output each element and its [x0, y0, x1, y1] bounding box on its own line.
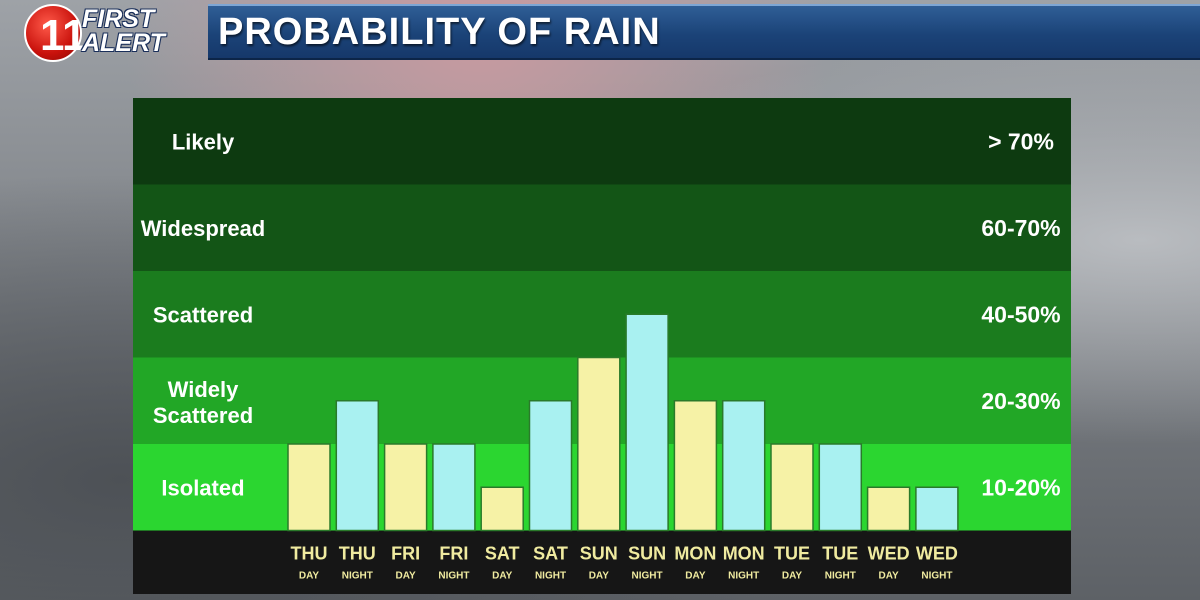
tick-period-sun-day: DAY: [589, 571, 610, 582]
chart-svg: Likely > 70% Widespread 60-70% Scattered 40-5…: [133, 98, 1071, 594]
tick-day-tue-day: TUE: [774, 544, 810, 564]
tick-period-sun-night: NIGHT: [632, 571, 663, 582]
bar-mon-day: [673, 400, 718, 532]
tick-day-mon-night: MON: [723, 544, 765, 564]
band-likely: [133, 98, 1071, 185]
band-label-widely-scattered-1: Widely: [168, 377, 239, 402]
logo-alert-text: ALERT: [82, 29, 165, 57]
band-label-likely: Likely: [172, 129, 235, 154]
station-logo: 11 FIRST ALERT: [24, 2, 192, 62]
bar-fri-night: [432, 443, 476, 532]
tick-day-sat-day: SAT: [485, 544, 520, 564]
title-bar: [208, 4, 1200, 60]
band-label-scattered: Scattered: [153, 302, 253, 327]
band-scattered: [133, 271, 1071, 358]
page-title: PROBABILITY OF RAIN: [218, 11, 661, 53]
tick-period-wed-night: NIGHT: [921, 571, 952, 582]
bar-sat-night: [528, 400, 573, 532]
tick-period-fri-day: DAY: [395, 571, 416, 582]
tick-day-wed-day: WED: [868, 544, 910, 564]
logo-circle: 11: [24, 4, 87, 62]
tick-day-sat-night: SAT: [533, 544, 568, 564]
band-label-widespread: Widespread: [141, 216, 266, 241]
tick-day-fri-night: FRI: [439, 544, 468, 564]
bar-fri-day: [383, 443, 428, 532]
band-range-likely: > 70%: [988, 128, 1054, 154]
tick-period-thu-day: DAY: [299, 571, 320, 582]
tick-period-tue-day: DAY: [782, 571, 803, 582]
bar-sun-day: [577, 356, 621, 532]
tick-period-sat-day: DAY: [492, 571, 513, 582]
tick-period-wed-day: DAY: [878, 571, 899, 582]
tick-day-wed-night: WED: [916, 544, 958, 564]
band-range-isolated: 10-20%: [981, 474, 1060, 500]
tick-period-mon-day: DAY: [685, 571, 706, 582]
bar-wed-day: [866, 486, 911, 532]
band-label-isolated: Isolated: [161, 475, 244, 500]
tick-day-sun-night: SUN: [628, 544, 666, 564]
tick-period-mon-night: NIGHT: [728, 571, 759, 582]
band-range-widely-scattered: 20-30%: [981, 388, 1060, 414]
bar-wed-night: [915, 486, 959, 532]
tick-day-fri-day: FRI: [391, 544, 420, 564]
tick-day-mon-day: MON: [674, 544, 716, 564]
band-range-scattered: 40-50%: [981, 301, 1060, 327]
tick-day-thu-night: THU: [339, 544, 376, 564]
tick-day-tue-night: TUE: [822, 544, 858, 564]
bar-mon-night: [721, 400, 766, 532]
bar-sat-day: [480, 486, 524, 532]
x-axis-strip: [133, 530, 1071, 594]
tick-period-tue-night: NIGHT: [825, 571, 856, 582]
bar-tue-night: [818, 443, 863, 532]
tick-day-sun-day: SUN: [580, 544, 618, 564]
tick-period-thu-night: NIGHT: [342, 571, 373, 582]
band-range-widespread: 60-70%: [981, 215, 1060, 241]
bar-thu-night: [335, 400, 380, 532]
bar-thu-day: [287, 443, 331, 532]
band-widespread: [133, 184, 1071, 272]
rain-probability-chart: Likely > 70% Widespread 60-70% Scattered 40-5…: [133, 98, 1071, 594]
tick-day-thu-day: THU: [291, 544, 328, 564]
logo-number: 11: [40, 11, 87, 60]
tick-period-sat-night: NIGHT: [535, 571, 566, 582]
bar-sun-night: [625, 313, 669, 532]
logo-first-text: FIRST: [82, 5, 155, 33]
band-label-widely-scattered-2: Scattered: [153, 403, 253, 428]
bar-tue-day: [770, 443, 814, 532]
tick-period-fri-night: NIGHT: [438, 571, 469, 582]
